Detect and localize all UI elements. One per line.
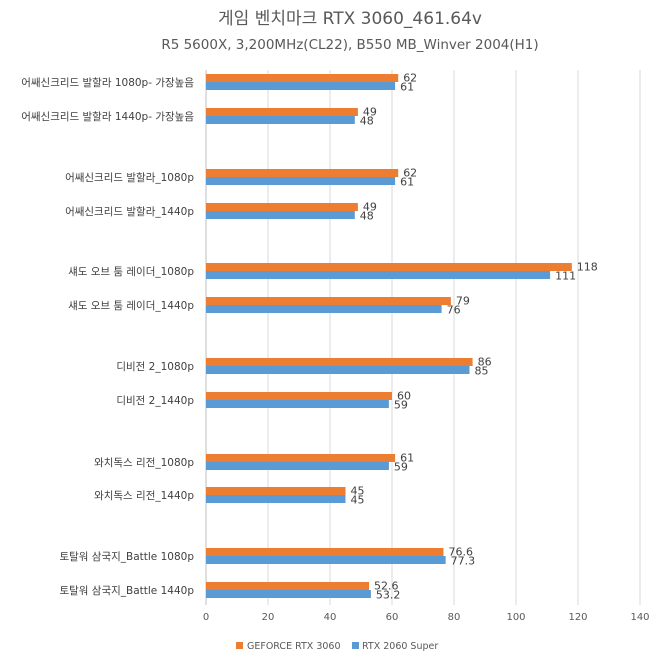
bar-rtx2060super <box>206 116 355 124</box>
data-label: 61 <box>400 81 414 94</box>
x-tick-label: 120 <box>568 612 587 623</box>
x-axis-ticks: 0 20 40 60 80 100 120 140 <box>203 612 650 623</box>
data-label: 49 <box>363 201 377 214</box>
category-label: 와치독스 리전_1440p <box>94 490 194 502</box>
legend-label-rtx2060super: RTX 2060 Super <box>362 641 438 652</box>
bar-rtx2060super <box>206 271 551 279</box>
x-tick-label: 140 <box>630 612 649 623</box>
data-label: 85 <box>475 365 489 378</box>
data-label: 53.2 <box>376 589 401 602</box>
data-label: 111 <box>555 270 576 283</box>
bar-rtx3060 <box>206 74 399 82</box>
bar-rtx2060super <box>206 556 446 564</box>
data-label: 49 <box>363 106 377 119</box>
bar-rtx2060super <box>206 177 396 185</box>
bar-rtx2060super <box>206 305 442 313</box>
data-labels: 62 49 62 49 118 79 86 60 61 45 76.6 52.6 61 48 61 48 111… <box>351 72 598 602</box>
category-label: 섀도 오브 툼 레이더_1080p <box>68 266 194 278</box>
data-label: 62 <box>403 167 417 180</box>
data-label: 48 <box>360 210 374 223</box>
bar-rtx2060super <box>206 211 355 219</box>
bar-rtx3060 <box>206 392 392 400</box>
data-label: 76 <box>447 304 461 317</box>
x-tick-label: 100 <box>506 612 525 623</box>
category-label: 섀도 오브 툼 레이더_1440p <box>68 300 194 312</box>
bar-rtx2060super <box>206 462 389 470</box>
bar-rtx2060super <box>206 590 371 598</box>
legend-label-rtx3060: GEFORCE RTX 3060 <box>247 641 341 652</box>
bar-rtx3060 <box>206 454 396 462</box>
bar-rtx3060 <box>206 169 399 177</box>
data-label: 118 <box>577 261 598 274</box>
bar-rtx3060 <box>206 203 358 211</box>
category-label: 어쌔신크리드 발할라 1440p- 가장높음 <box>21 111 194 123</box>
data-label: 79 <box>456 295 470 308</box>
category-label: 토탈워 삼국지_Battle 1080p <box>59 550 194 563</box>
data-label: 52.6 <box>374 580 399 593</box>
x-tick-label: 20 <box>262 612 275 623</box>
data-label: 62 <box>403 72 417 85</box>
chart-subtitle: R5 5600X, 3,200MHz(CL22), B550 MB_Winver… <box>161 37 538 53</box>
data-label: 77.3 <box>451 555 476 568</box>
bar-rtx3060 <box>206 358 473 366</box>
bar-rtx3060 <box>206 108 358 116</box>
gridlines <box>205 70 641 605</box>
chart-title: 게임 벤치마크 RTX 3060_461.64v <box>218 9 482 29</box>
data-label: 59 <box>394 399 408 412</box>
x-tick-label: 0 <box>203 612 209 623</box>
bars <box>206 74 572 598</box>
legend-swatch-rtx2060super <box>352 642 359 649</box>
bar-rtx2060super <box>206 400 389 408</box>
category-label: 어쌔신크리드 발할라 1080p- 가장높음 <box>21 77 194 89</box>
x-tick-label: 80 <box>448 612 461 623</box>
data-label: 86 <box>478 356 492 369</box>
category-label: 와치독스 리전_1080p <box>94 457 194 469</box>
bar-rtx2060super <box>206 495 346 503</box>
data-label: 48 <box>360 115 374 128</box>
category-label: 어쌔신크리드 발할라_1080p <box>65 172 194 184</box>
data-label: 60 <box>397 390 411 403</box>
bar-rtx3060 <box>206 297 451 305</box>
data-label: 76.6 <box>448 546 473 559</box>
bar-rtx3060 <box>206 582 370 590</box>
x-tick-label: 40 <box>324 612 337 623</box>
legend: GEFORCE RTX 3060 RTX 2060 Super <box>236 641 438 652</box>
category-label: 디비전 2_1440p <box>116 395 194 407</box>
data-label: 61 <box>400 176 414 189</box>
x-tick-label: 60 <box>386 612 399 623</box>
data-label: 61 <box>400 452 414 465</box>
category-label: 디비전 2_1080p <box>116 361 194 373</box>
bar-rtx3060 <box>206 263 572 271</box>
bar-rtx2060super <box>206 82 396 90</box>
data-label: 45 <box>351 485 365 498</box>
data-label: 45 <box>351 494 365 507</box>
legend-swatch-rtx3060 <box>236 642 243 649</box>
data-label: 59 <box>394 461 408 474</box>
bar-rtx3060 <box>206 548 444 556</box>
category-label: 어쌔신크리드 발할라_1440p <box>65 206 194 218</box>
category-label: 토탈워 삼국지_Battle 1440p <box>59 584 194 597</box>
bar-rtx3060 <box>206 487 346 495</box>
bar-rtx2060super <box>206 366 470 374</box>
